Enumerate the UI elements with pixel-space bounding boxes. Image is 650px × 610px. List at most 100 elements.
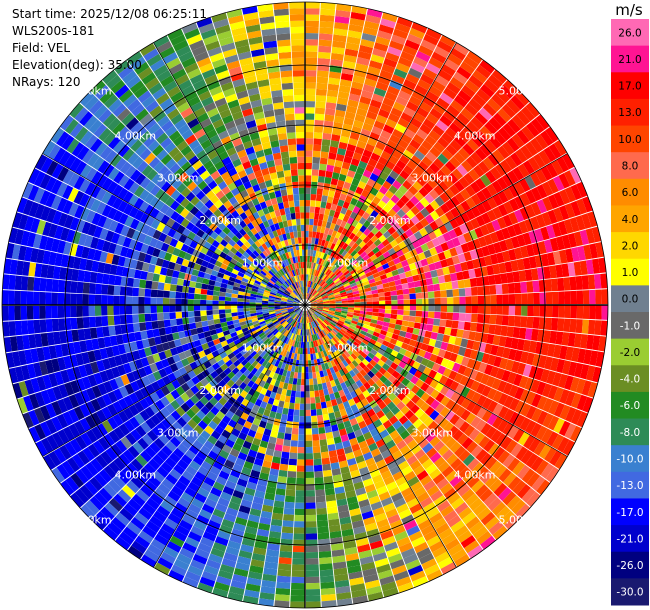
ray-gate — [313, 138, 322, 146]
ray-gate — [173, 338, 182, 348]
ray-gate — [364, 247, 373, 255]
ray-gate — [404, 270, 413, 278]
ray-gate — [278, 317, 285, 322]
ray-gate — [314, 312, 320, 317]
ray-gate — [459, 305, 466, 313]
ray-gate — [310, 306, 317, 309]
ray-gate — [43, 454, 57, 471]
ray-gate — [317, 175, 325, 183]
ray-gate — [344, 284, 351, 290]
ray-gate — [372, 246, 380, 254]
ray-gate — [226, 337, 234, 345]
ray-gate — [266, 283, 273, 289]
ray-gate — [401, 320, 409, 327]
ray-gate — [192, 553, 208, 565]
ray-gate — [268, 474, 278, 483]
ray-gate — [283, 337, 289, 344]
ray-gate — [446, 82, 461, 95]
ray-gate — [319, 395, 326, 403]
ray-gate — [144, 395, 155, 406]
ray-gate — [66, 342, 76, 356]
ray-gate — [343, 181, 352, 190]
ray-gate — [567, 262, 576, 277]
ray-gate — [244, 271, 252, 277]
ray-gate — [468, 229, 478, 241]
ray-gate — [126, 462, 139, 476]
ray-gate — [315, 371, 321, 379]
ray-gate — [449, 413, 461, 426]
ray-gate — [524, 218, 535, 232]
ray-gate — [297, 459, 305, 466]
ray-gate — [135, 425, 147, 438]
ray-gate — [389, 170, 400, 180]
ray-gate — [356, 493, 369, 502]
ray-gate — [305, 434, 313, 441]
ray-gate — [374, 327, 382, 334]
ray-gate — [420, 392, 430, 402]
ray-gate — [22, 412, 34, 429]
ray-gate — [225, 292, 232, 298]
ray-gate — [455, 192, 466, 204]
ray-gate — [361, 510, 374, 520]
ray-gate — [455, 383, 465, 395]
ray-gate — [69, 438, 83, 454]
ray-gate — [434, 382, 445, 393]
ray-98 — [28, 168, 300, 303]
ray-gate — [350, 352, 358, 360]
ray-gate — [406, 33, 423, 45]
ray-gate — [369, 60, 383, 70]
ray-gate — [82, 447, 95, 462]
ray-gate — [369, 131, 380, 142]
ray-gate — [237, 258, 245, 265]
ray-gate — [426, 447, 438, 459]
ray-gate — [226, 453, 238, 464]
ray-gate — [481, 397, 493, 410]
ray-gate — [102, 163, 115, 178]
ray-gate — [357, 50, 372, 60]
ray-gate — [66, 368, 76, 382]
ray-gate — [332, 337, 338, 344]
ray-gate — [424, 406, 435, 417]
ray-gate — [464, 287, 472, 297]
ray-gate — [355, 186, 364, 195]
ray-gate — [155, 343, 164, 353]
ray-gate — [176, 278, 185, 286]
ray-gate — [95, 316, 103, 327]
ray-gate — [330, 338, 337, 345]
ray-gate — [339, 193, 347, 202]
ray-gate — [279, 334, 285, 342]
ray-gate — [70, 492, 85, 508]
ray-gate — [313, 452, 322, 460]
ray-gate — [257, 446, 267, 455]
ray-gate — [437, 365, 447, 375]
ray-gate — [95, 238, 105, 251]
ray-gate — [313, 458, 322, 466]
ray-gate — [367, 250, 375, 258]
ray-gate — [459, 421, 471, 433]
ray-gate — [437, 69, 453, 82]
ray-gate — [383, 222, 392, 231]
ray-gate — [241, 466, 252, 476]
ray-gate — [361, 561, 376, 571]
ray-gate — [466, 475, 480, 489]
ray-gate — [317, 58, 331, 66]
ray-gate — [365, 290, 373, 296]
ray-gate — [452, 117, 466, 130]
ray-gate — [384, 309, 392, 314]
ray-77 — [60, 308, 301, 496]
ray-gate — [347, 307, 355, 311]
ray-gate — [328, 281, 335, 287]
ray-gate — [277, 347, 283, 355]
ray-gate — [353, 69, 367, 78]
ray-gate — [564, 305, 571, 319]
ray-gate — [305, 292, 308, 300]
ray-39 — [310, 307, 575, 456]
ray-gate — [286, 370, 291, 378]
ray-gate — [200, 445, 211, 456]
ray-gate — [514, 90, 530, 106]
ray-gate — [305, 101, 316, 108]
ray-gate — [364, 522, 378, 532]
ray-gate — [464, 313, 472, 322]
ray-gate — [75, 469, 89, 485]
ray-gate — [308, 341, 312, 348]
